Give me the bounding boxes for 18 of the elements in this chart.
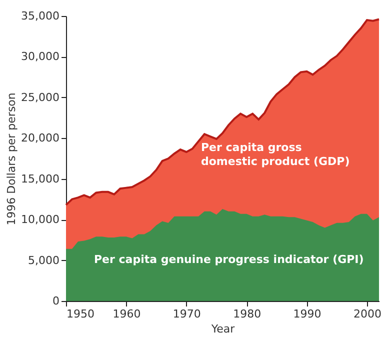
x-tick-label: 1980: [233, 308, 262, 320]
series-label: Per capita gross domestic product (GDP): [201, 141, 350, 168]
x-tick-label: 2000: [353, 308, 382, 320]
y-tick-label: 15,000: [21, 172, 60, 186]
x-tick-label: 1990: [293, 308, 322, 320]
y-tick-label: 30,000: [21, 50, 60, 64]
y-tick-label: 20,000: [21, 132, 60, 145]
y-tick-label: 5,000: [28, 254, 60, 267]
series-label: Per capita genuine progress indicator (GPI): [94, 253, 364, 266]
y-tick-label: 25,000: [21, 90, 60, 104]
x-axis-title: Year: [210, 322, 236, 336]
x-tick-label: 1960: [112, 308, 141, 320]
y-axis-title: 1996 Dollars per person: [5, 92, 18, 226]
x-tick-label: 1970: [172, 308, 201, 320]
y-tick-label: 0: [52, 294, 60, 308]
y-tick-label: 10,000: [21, 213, 60, 226]
y-tick-label: 35,000: [21, 10, 60, 22]
x-tick-label: 1950: [66, 308, 94, 320]
